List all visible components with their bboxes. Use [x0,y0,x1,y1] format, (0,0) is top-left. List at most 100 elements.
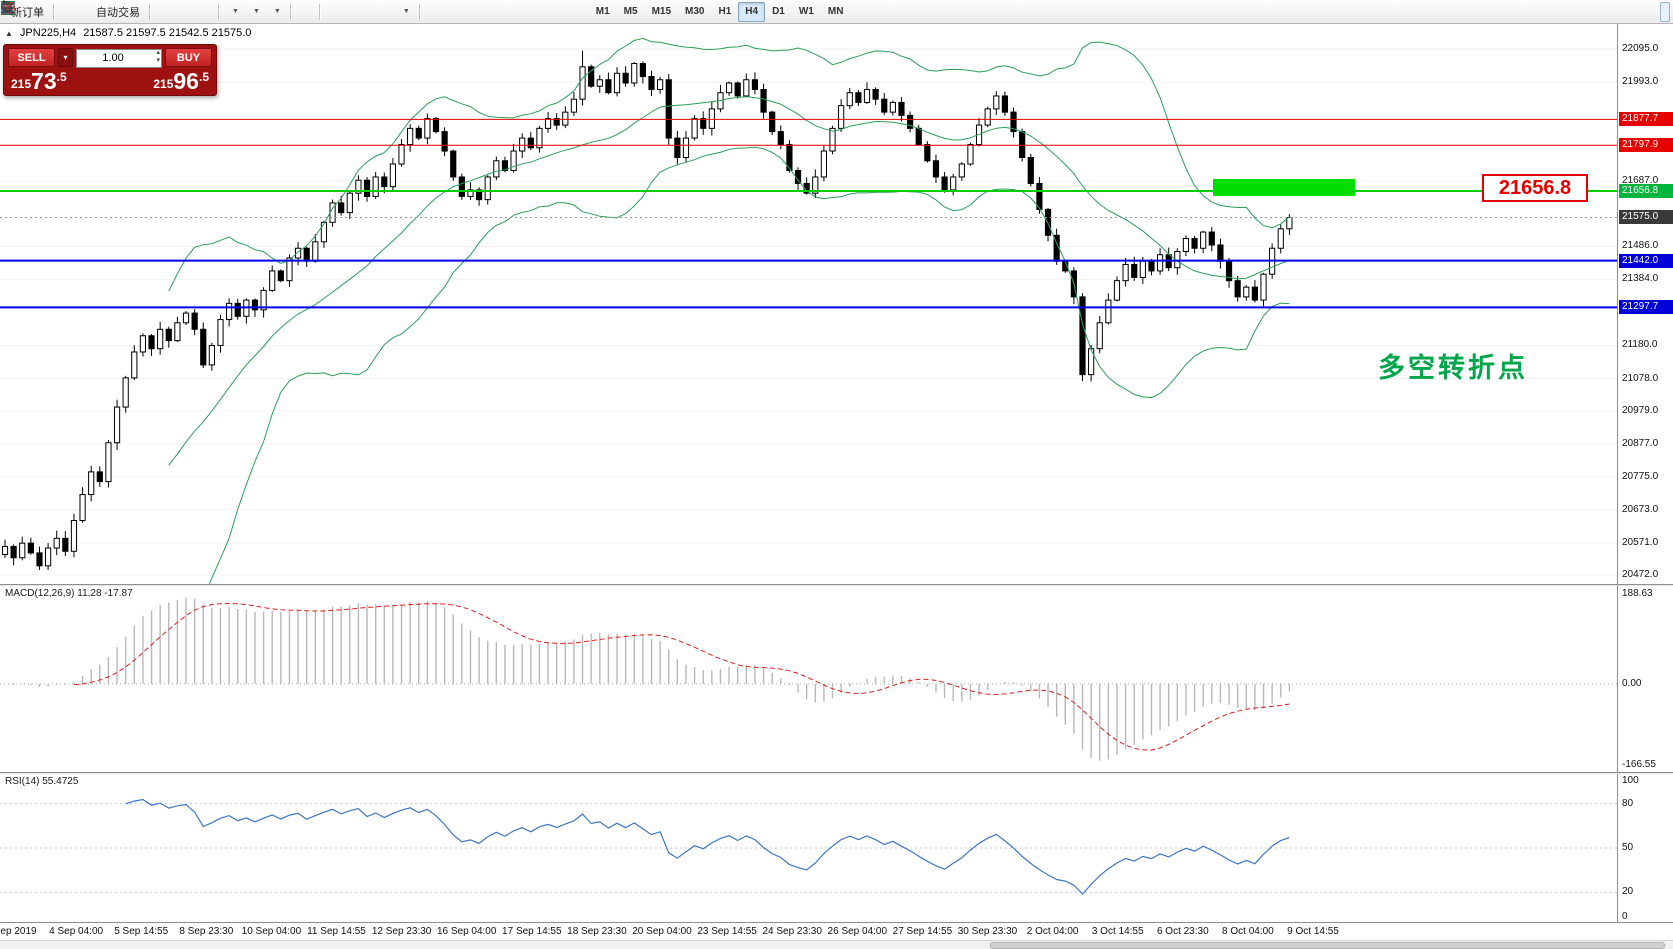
autotrading-button[interactable]: 自动交易 [3,2,145,22]
tile-windows-button[interactable] [1,1,214,22]
cursor-button[interactable] [3,0,305,22]
time-label: 10 Sep 04:00 [241,926,302,937]
candlestick-chart[interactable] [0,24,1617,584]
toolbar-separator [53,3,54,20]
time-label: 2 Oct 04:00 [1026,926,1079,937]
time-label: 16 Sep 04:00 [436,926,497,937]
price-badge: 21877.7 [1619,112,1673,127]
toolbar-group: ▼ ▼ ▼ [0,0,286,23]
sell-button[interactable]: SELL [8,48,55,68]
price-tick-label: 20571.0 [1622,536,1659,548]
horizontal-scrollbar[interactable] [0,940,1673,949]
buy-price[interactable]: 215 96.5 [153,67,209,94]
price-tick-label: 22095.0 [1622,42,1659,54]
timeframe-d1-button[interactable]: D1 [772,6,785,17]
arrow-objects-button[interactable]: ▼ [4,2,415,22]
time-label: 23 Sep 14:55 [697,926,757,937]
time-label: 3 Oct 14:55 [1091,926,1144,937]
pane-divider[interactable] [0,584,1673,586]
help-button[interactable] [2,1,1670,22]
time-label: 12 Sep 23:30 [371,926,432,937]
price-tick-label: 20775.0 [1622,470,1659,482]
price-scale[interactable]: 22095.0 21993.0 21687.0 21486.0 21384.0 21180… [1617,24,1673,922]
quick-action-button[interactable] [3,0,68,22]
new-chart-button[interactable] [1,2,78,22]
chevron-down-icon: ▼ [252,8,260,15]
vertical-line-button[interactable] [7,1,334,22]
timeframe-mn-button[interactable]: MN [827,6,844,17]
rsi-axis-label: 80 [1622,797,1634,809]
templates-button[interactable]: ▼ [1,2,286,22]
rsi-axis-label: 20 [1622,886,1634,898]
symbol-period-label: JPN225,H4 [19,27,77,39]
search-button[interactable] [1,1,1660,22]
price-tick-label: 20979.0 [1622,404,1659,416]
price-badge: 21442.0 [1619,253,1673,268]
price-badge: 21797.9 [1619,138,1673,153]
toolbar-group: 自动交易 [1,0,145,23]
crosshair-button[interactable] [1,1,315,22]
macd-chart[interactable] [0,586,1617,772]
rsi-chart[interactable] [0,774,1617,922]
timeframe-h1-button[interactable]: H1 [718,6,732,17]
macd-pane[interactable]: MACD(12,26,9) 11.28 -17.87 [0,586,1617,772]
trendline-button[interactable] [1,2,354,22]
timeframe-m30-button[interactable]: M30 [685,6,705,17]
price-badge: 21297.7 [1619,300,1673,315]
one-click-toggle[interactable]: ▲ [5,28,13,38]
ohlc-values: 21587.5 21597.5 21542.5 21575.0 [83,27,252,39]
time-label: 8 Oct 04:00 [1222,926,1274,937]
time-label: 8 Sep 23:30 [179,926,234,937]
profiles-button[interactable] [1,2,88,22]
timeframe-w1-button[interactable]: W1 [798,6,814,17]
price-tick-label: 21993.0 [1622,76,1659,87]
zoom-in-button[interactable] [1,1,194,22]
price-chart-pane[interactable]: ▲ JPN225,H4 21587.5 21597.5 21542.5 2157… [0,24,1617,584]
bar-chart-button[interactable] [2,2,164,22]
chevron-down-icon: ▼ [402,8,410,15]
toolbar-right-group [1,1,1670,22]
time-label: 5 Sep 14:55 [114,926,169,937]
price-tick-label: 21687.0 [1622,175,1659,187]
channel-button[interactable] [1,1,364,22]
horizontal-line-button[interactable] [1,2,344,22]
scrollbar-thumb[interactable] [990,942,1665,949]
time-scale[interactable]: 2 Sep 2019 4 Sep 04:00 5 Sep 14:55 8 Sep 23… [0,922,1673,940]
sell-price[interactable]: 215 73.5 [11,67,67,94]
rsi-axis-label: 100 [1622,775,1639,786]
timeframe-m5-button[interactable]: M5 [623,6,638,17]
volume-down-button[interactable]: ▾ [156,57,160,64]
time-label: 11 Sep 14:55 [307,926,366,937]
line-chart-button[interactable] [0,2,184,22]
macd-axis-max: 188.63 [1622,588,1653,599]
time-label: 24 Sep 23:30 [762,926,822,937]
volume-dropdown[interactable]: ▾ [58,48,73,68]
chevron-down-icon: ▼ [232,8,239,15]
periods-button[interactable]: ▼ [1,1,265,22]
chevron-down-icon: ▼ [273,8,281,15]
zoom-out-button[interactable] [1,1,204,22]
fibonacci-button[interactable] [1,1,374,22]
timeframe-m15-button[interactable]: M15 [651,6,672,17]
candlestick-chart-button[interactable] [2,1,174,22]
shapes-button[interactable] [1,2,384,22]
price-tick-label: 21384.0 [1622,273,1659,285]
price-tick-label: 20472.0 [1622,568,1659,580]
pane-divider[interactable] [0,772,1673,774]
time-label: 17 Sep 14:55 [502,926,562,937]
price-badge: 21575.0 [1619,210,1673,225]
highlight-rectangle[interactable] [1213,178,1355,197]
rsi-axis-label: 0 [1622,911,1628,922]
indicators-button[interactable]: ▼ [0,1,244,22]
volume-input[interactable] [76,48,162,68]
rsi-pane[interactable]: RSI(14) 55.4725 [0,774,1617,922]
text-label-button[interactable]: A [3,1,394,22]
time-label: 20 Sep 04:00 [632,926,692,937]
volume-up-button[interactable]: ▴ [156,49,160,56]
price-tick-label: 20877.0 [1622,437,1659,449]
buy-button[interactable]: BUY [165,48,212,68]
timeframe-h4-button[interactable]: H4 [738,1,766,22]
timeframe-m1-button[interactable]: M1 [595,6,610,17]
